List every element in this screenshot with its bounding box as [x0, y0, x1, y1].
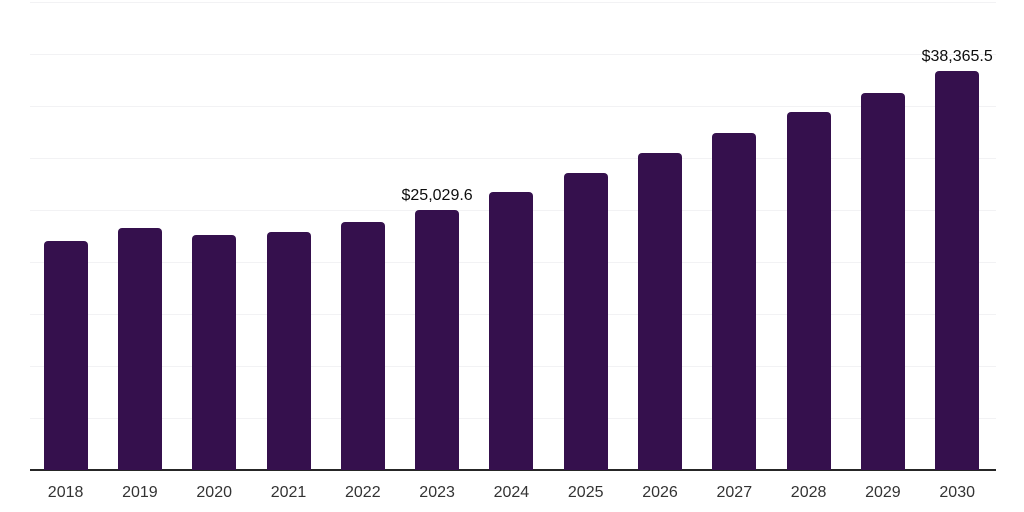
gridline-45000 [30, 2, 996, 3]
x-tick-label-2030: 2030 [939, 484, 975, 501]
x-tick-label-2020: 2020 [196, 484, 232, 501]
x-tick-label-2024: 2024 [493, 484, 530, 501]
x-tick-label-2022: 2022 [345, 484, 381, 501]
bar-2018 [43, 241, 88, 470]
bar-2022 [340, 221, 385, 470]
bar-2024 [489, 192, 534, 470]
data-label-2030: $38,365.5 [921, 48, 993, 65]
bar-2027 [712, 133, 757, 470]
bar-2023 [415, 209, 460, 470]
x-tick-label-2021: 2021 [270, 484, 307, 501]
x-tick-label-2026: 2026 [642, 484, 678, 501]
data-label-2023: $25,029.6 [401, 186, 473, 204]
x-tick-label-2028: 2028 [790, 484, 827, 501]
x-tick-label-2029: 2029 [865, 484, 901, 501]
gridline-30000 [30, 158, 996, 159]
x-tick-label-2025: 2025 [567, 484, 604, 501]
bar-2019 [117, 227, 162, 470]
x-tick-label-2018: 2018 [47, 484, 84, 501]
gridline-35000 [30, 106, 996, 107]
bar-2025 [563, 173, 608, 470]
x-tick-label-2027: 2027 [716, 484, 753, 501]
x-tick-label-2019: 2019 [122, 484, 158, 501]
bar-2028 [786, 112, 831, 470]
x-axis-line [30, 469, 996, 471]
gridline-40000 [30, 54, 996, 55]
bar-2021 [266, 231, 311, 470]
bar-2020 [192, 235, 237, 470]
bar-2030 [935, 70, 980, 470]
bar-2026 [638, 153, 682, 470]
bar-2029 [860, 93, 905, 470]
x-tick-label-2023: 2023 [419, 484, 455, 501]
